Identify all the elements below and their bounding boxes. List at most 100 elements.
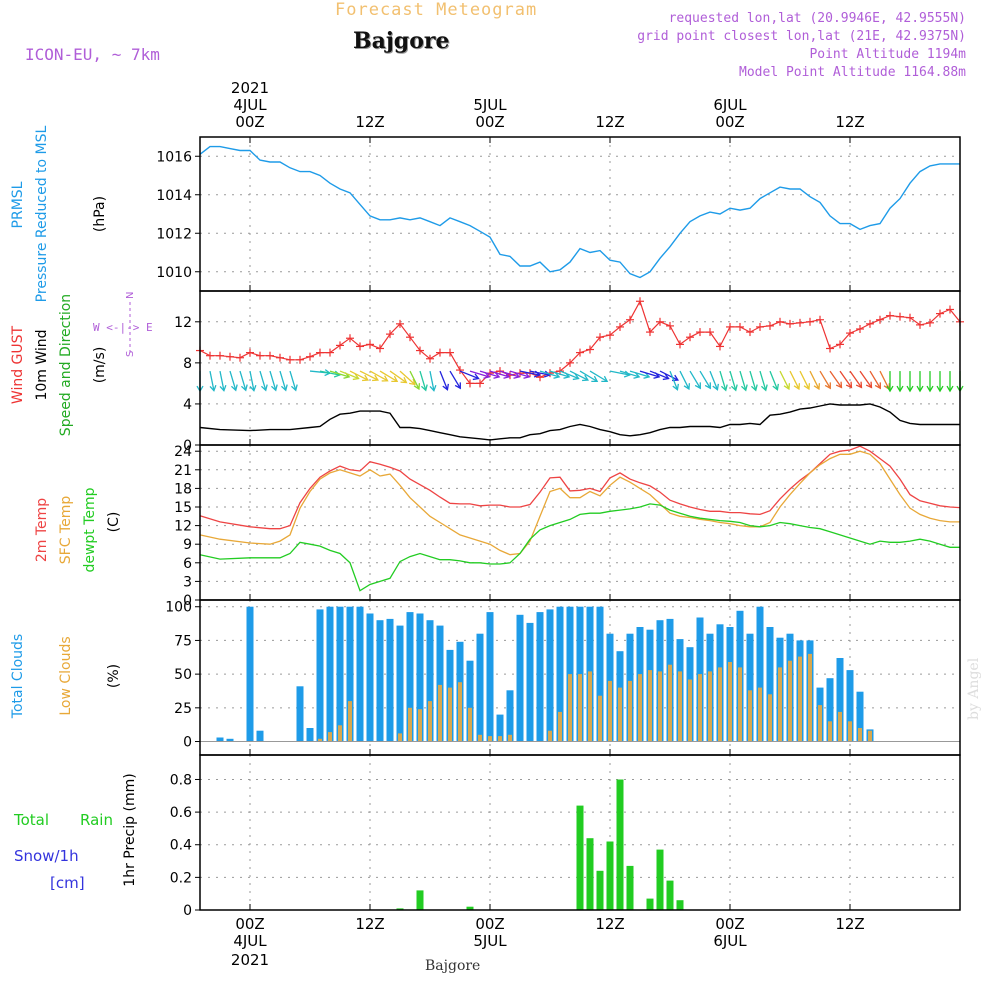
total-cloud-bar	[296, 686, 304, 742]
wind-speed-line	[199, 403, 960, 441]
pressure-line	[199, 145, 960, 279]
label-total: Total	[13, 811, 49, 829]
wind-arrow-head	[772, 383, 779, 391]
wind-arrow-head	[230, 384, 238, 392]
total-cloud-bar	[476, 633, 484, 742]
wind-arrow-head	[260, 384, 268, 392]
model-label: ICON-EU, ~ 7km	[25, 45, 160, 64]
total-cloud-bar	[596, 606, 604, 742]
wind-arrow-head	[865, 381, 873, 389]
wind-arrow-head	[493, 372, 501, 379]
wind-arrow	[499, 370, 520, 378]
wind-arrow	[269, 370, 277, 391]
y-tick-label: 8	[183, 356, 192, 372]
wind-arrow	[869, 370, 881, 389]
wind-arrow	[659, 370, 679, 381]
top-date-day: 4JUL	[233, 96, 267, 114]
y-tick-label: 9	[183, 537, 192, 553]
wind-arrow	[799, 370, 810, 390]
location-title: Bajgore	[353, 28, 450, 54]
wind-arrow-head	[740, 384, 748, 392]
total-cloud-bar	[506, 690, 514, 742]
wind-arrow-head	[906, 385, 914, 393]
wind-arrow	[839, 370, 853, 388]
wind-arrow-head	[803, 383, 811, 391]
panel-frame	[199, 754, 961, 911]
top-date-hour: 12Z	[595, 113, 624, 131]
wind-arrow	[789, 370, 800, 390]
total-cloud-bar	[466, 660, 474, 742]
y-tick-label: 0	[183, 903, 192, 919]
total-cloud-bar	[316, 609, 324, 742]
wind-arrow-head	[219, 384, 227, 392]
wind-arrow-head	[683, 383, 691, 391]
panel-frame	[199, 290, 961, 446]
label-rain: Rain	[80, 811, 113, 829]
low-cloud-bar	[418, 709, 422, 742]
total-cloud-bar	[826, 678, 834, 742]
low-cloud-bar	[678, 671, 682, 742]
total-cloud-bar	[256, 730, 264, 742]
low-cloud-bar	[798, 656, 802, 742]
wind-arrow-head	[503, 372, 511, 379]
y-tick-label: 25	[174, 701, 192, 717]
y-tick-label: 0	[183, 735, 192, 751]
wind-arrow-head	[381, 375, 389, 382]
wind-arrow-head	[730, 384, 738, 392]
low-cloud-bar	[478, 734, 482, 742]
wind-arrow-head	[633, 372, 641, 379]
y-tick-label: 0.4	[170, 838, 192, 854]
wind-arrow-head	[280, 384, 288, 392]
wind-arrow	[689, 370, 701, 389]
rain-bar	[606, 841, 614, 910]
rain-bar	[466, 906, 474, 910]
total-cloud-bar	[516, 614, 524, 742]
bottom-date-hour: 12Z	[355, 915, 384, 933]
wind-arrow	[519, 370, 540, 376]
low-cloud-bar	[558, 711, 562, 742]
wind-arrow-head	[813, 383, 821, 391]
low-cloud-bar	[718, 667, 722, 742]
total-cloud-bar	[386, 618, 394, 742]
wind-arrow-head	[400, 376, 408, 384]
low-cloud-bar	[738, 667, 742, 742]
wind-arrow-head	[391, 375, 399, 383]
wind-arrow	[509, 370, 530, 378]
low-cloud-bar	[808, 653, 812, 742]
wind-arrow	[529, 370, 550, 376]
total-cloud-bar	[766, 627, 774, 742]
y-tick-label: 0	[183, 438, 192, 454]
low-cloud-bar	[698, 674, 702, 742]
low-cloud-bar	[448, 687, 452, 742]
total-cloud-bar	[306, 728, 314, 742]
y-tick-label: 21	[174, 463, 192, 479]
total-cloud-bar	[356, 606, 364, 742]
label-10m-wind: 10m Wind	[34, 329, 50, 400]
bottom-date-hour: 00Z	[715, 915, 744, 933]
top-date-hour: 12Z	[835, 113, 864, 131]
credit-watermark: by Angel	[966, 657, 982, 720]
low-cloud-bar	[588, 671, 592, 742]
wind-arrow	[479, 370, 500, 378]
wind-arrow	[229, 370, 237, 391]
wind-arrow	[809, 370, 820, 390]
rain-bar	[656, 849, 664, 910]
y-tick-label: 1016	[156, 149, 192, 165]
total-cloud-bar	[216, 737, 224, 742]
y-tick-label: 75	[174, 633, 192, 649]
wind-arrow	[319, 370, 340, 376]
rain-bar	[626, 865, 634, 910]
top-date-hour: 00Z	[475, 113, 504, 131]
total-cloud-bar	[846, 670, 854, 742]
y-tick-label: 6	[183, 556, 192, 572]
y-tick-label: 1014	[156, 188, 192, 204]
low-cloud-bar	[728, 662, 732, 742]
total-cloud-bar	[856, 691, 864, 742]
y-tick-label: 18	[174, 481, 192, 497]
wind-arrow-head	[704, 382, 711, 390]
wind-arrow-head	[240, 384, 248, 392]
wind-arrow-head	[523, 372, 531, 379]
top-date-hour: 00Z	[715, 113, 744, 131]
total-cloud-bar	[746, 633, 754, 742]
wind-arrow	[639, 370, 660, 378]
